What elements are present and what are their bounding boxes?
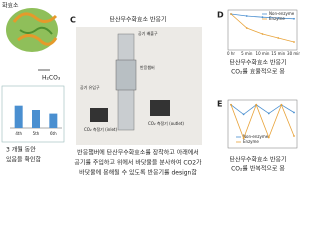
point (277, 37, 280, 39)
legend-label: Non-enzyme (269, 11, 295, 16)
photo-label: 공기 유입구 (80, 84, 100, 90)
caption-line: 반응챔버에 탄산무수화효소를 장착하고 아래에서 (77, 149, 199, 157)
caption-line: 공기를 주입하고 위에서 바닷물을 분사하여 CO2가 (74, 159, 202, 167)
point (293, 135, 295, 137)
point (277, 17, 280, 19)
point (242, 137, 245, 140)
photo (76, 27, 202, 145)
point (255, 103, 258, 106)
x-tick-label: 5 min (241, 51, 253, 56)
caption-line: 있음을 확인함 (6, 156, 42, 164)
point (267, 112, 270, 115)
bar (14, 105, 23, 128)
reactor-chamber (115, 59, 137, 91)
photo-label: 반응챔버 (140, 64, 155, 70)
caption-line: CO₂를 효율적으로 용 (231, 69, 285, 76)
x-tick-label: 15 min (271, 51, 285, 56)
legend-label: Enzyme (243, 139, 259, 144)
point (230, 103, 232, 106)
x-tick-label: 6th (50, 131, 57, 136)
plot-frame (227, 99, 298, 149)
panel-label: C (70, 16, 76, 25)
panel-a-title: 화효소 (2, 3, 19, 10)
legend-label: Enzyme (269, 16, 285, 21)
bar (32, 110, 40, 128)
device (90, 108, 108, 122)
point (293, 111, 295, 114)
photo-label: 공기 배출구 (138, 30, 158, 36)
point (293, 17, 295, 20)
point (267, 136, 270, 139)
x-tick-label: 30 min (287, 51, 300, 56)
caption-line: 바닷물에 용해될 수 있도록 반응기를 design함 (79, 169, 197, 177)
plot-frame (227, 9, 298, 51)
caption-line: 탄산무수화효소 반응기 (229, 156, 286, 164)
x-tick-label: 5th (33, 131, 40, 136)
photo-label: CO₂ 측정기 (outlet) (148, 120, 184, 126)
panel-b-frame (1, 85, 65, 143)
bar (49, 113, 58, 128)
point (242, 113, 245, 116)
x-tick-label: 10 min (256, 51, 270, 56)
line (230, 103, 295, 140)
panel-label: D (217, 11, 224, 20)
x-tick-label: 4th (15, 131, 22, 136)
point (230, 13, 232, 15)
x-tick-label: 0 hr (227, 51, 235, 56)
caption-line: 탄산무수화효소 반응기 (229, 59, 286, 67)
legend-label: Non-enzyme (243, 134, 269, 139)
point (245, 15, 248, 17)
point (280, 103, 283, 106)
point (261, 16, 264, 19)
point (261, 33, 264, 35)
point (293, 41, 295, 43)
panel-title: 탄산무수화효소 반응기 (109, 16, 166, 24)
caption-line: CO₂를 반복적으로 용 (231, 165, 285, 173)
device (150, 100, 170, 116)
protein-image (6, 8, 58, 52)
photo-label: CO₂ 측정기 (inlet) (84, 126, 117, 132)
product-label: H₂CO₃ (42, 75, 61, 82)
caption-line: 3 개월 동안 (6, 146, 36, 154)
point (245, 27, 248, 29)
panel-label: E (217, 100, 222, 109)
figure: 화효소 H₂CO₃ 3 개월 동안 있음을 확인함 C 탄산무수화효소 반응기 … (1, 3, 300, 177)
line (230, 104, 295, 115)
